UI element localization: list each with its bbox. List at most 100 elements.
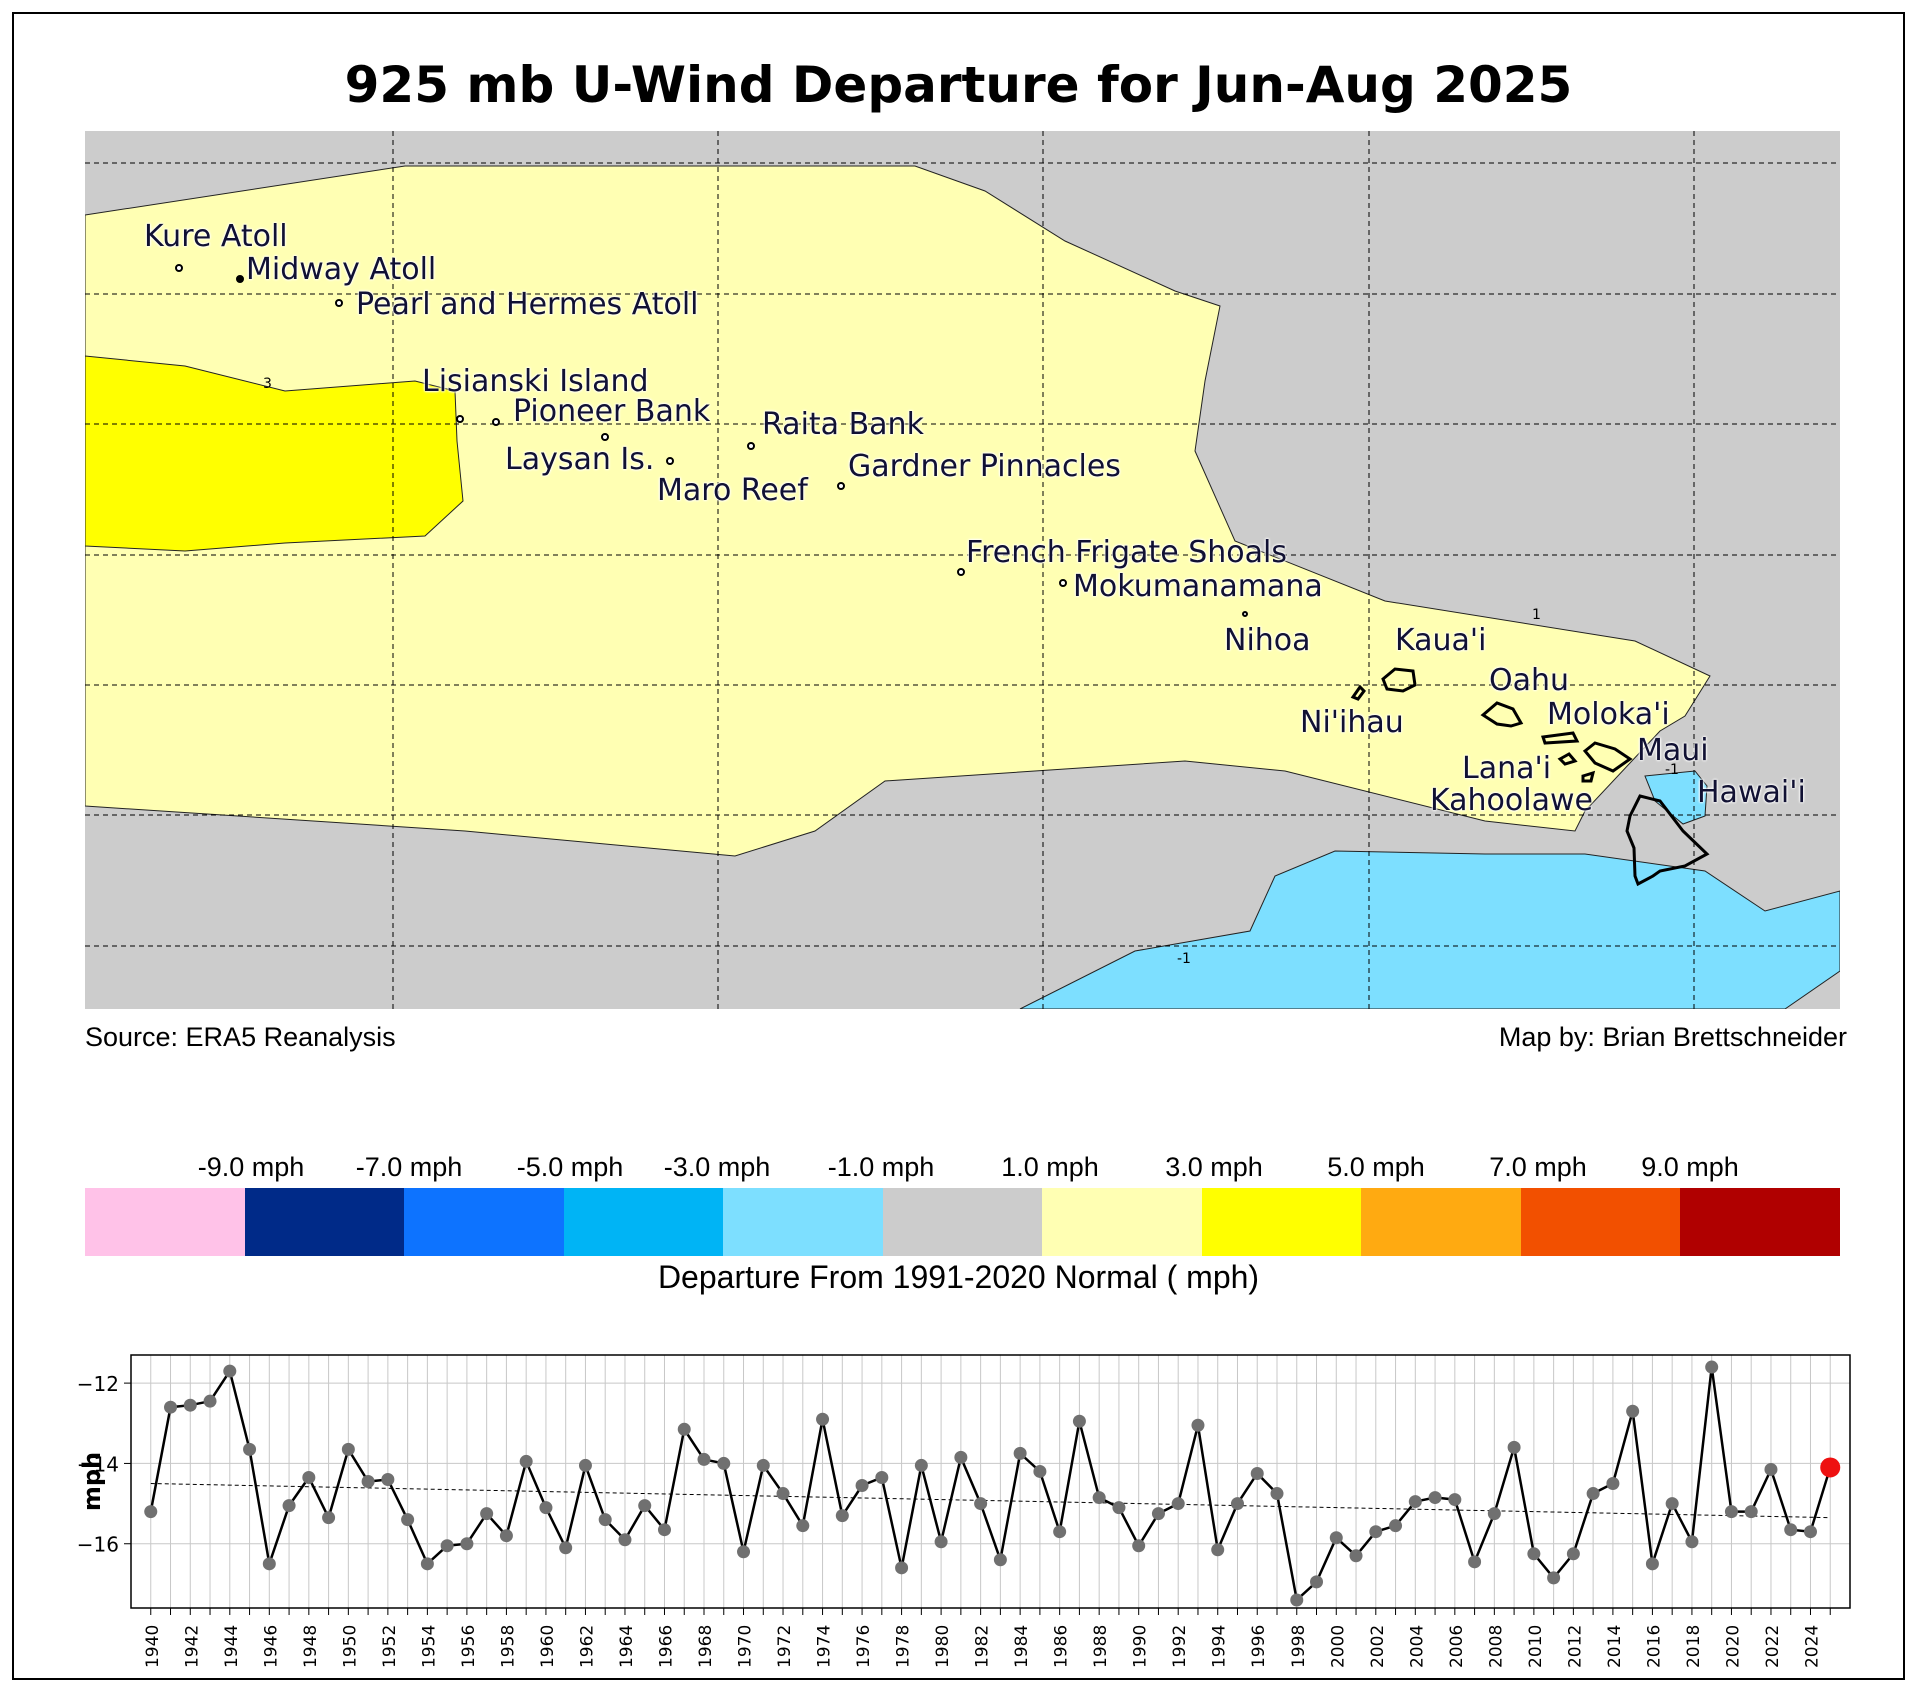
x-tick-label: 1952 [380,1625,400,1668]
colorbar [85,1188,1841,1256]
data-point [440,1539,454,1553]
x-tick-label: 1948 [301,1625,321,1668]
data-point [1151,1507,1165,1521]
x-tick-label: 1960 [538,1625,558,1668]
data-point [164,1400,178,1414]
data-point [1665,1497,1679,1511]
data-point [203,1394,217,1408]
colorbar-swatch [1520,1188,1681,1256]
maui-outline [1582,741,1633,773]
hawaii-outline [1625,794,1710,887]
data-point [1290,1593,1304,1607]
data-point [1547,1571,1561,1585]
trend-line [150,1483,1831,1519]
colorbar-tick: 7.0 mph [1489,1152,1587,1182]
colorbar-swatch [563,1188,724,1256]
x-tick-label: 1970 [736,1625,756,1668]
data-point [499,1529,513,1543]
x-tick-label: 1978 [894,1625,914,1668]
data-point [1724,1505,1738,1519]
x-tick-label: 1994 [1210,1625,1230,1668]
place-label-raita-bank: Raita Bank [762,407,924,442]
data-point [1586,1487,1600,1501]
region-light-blue-south [1019,850,1840,1009]
credit-note: Map by: Brian Brettschneider [1498,1022,1847,1052]
contour-label: -1 [1665,762,1679,778]
data-point [618,1533,632,1547]
place-label-mokumanamana: Mokumanamana [1073,569,1323,604]
data-point [1112,1501,1126,1515]
x-tick-label: 1976 [854,1625,874,1668]
data-point [598,1513,612,1527]
colorbar-swatch [404,1188,564,1256]
place-markers [175,264,1248,617]
place-label-hawaii: Hawai'i [1697,775,1806,810]
x-tick-label: 1950 [340,1625,360,1668]
y-tick-label: −12 [77,1372,119,1396]
x-tick-label: 2012 [1565,1625,1585,1668]
data-point [1507,1440,1521,1454]
data-point [1310,1575,1324,1589]
data-point [657,1523,671,1537]
data-point [262,1557,276,1571]
data-point [1329,1531,1343,1545]
place-label-oahu: Oahu [1489,663,1570,698]
region-yellow [85,355,464,552]
place-label-french-frigate: French Frigate Shoals [966,535,1287,570]
data-point [381,1472,395,1486]
contour-labels: 3 1 -1 -1 [263,376,1679,967]
data-point [697,1452,711,1466]
x-tick-label: 1958 [498,1625,518,1668]
data-point [401,1513,415,1527]
data-point [1369,1525,1383,1539]
data-point-highlight [1820,1457,1841,1478]
x-tick-label: 2002 [1368,1625,1388,1668]
x-tick-label: 2000 [1328,1625,1348,1668]
data-point [519,1454,533,1468]
figure-frame [12,12,1905,1680]
place-label-gardner: Gardner Pinnacles [848,449,1121,484]
x-tick-label: 1954 [419,1625,439,1668]
data-point [1527,1547,1541,1561]
x-tick-label: 1998 [1289,1625,1309,1668]
data-point [934,1535,948,1549]
data-point [578,1458,592,1472]
colorbar-swatch [1201,1188,1362,1256]
y-tick-label: −16 [77,1533,119,1557]
place-label-midway-atoll: Midway Atoll [246,252,437,287]
data-point [1606,1477,1620,1491]
data-point [480,1507,494,1521]
data-point [1487,1507,1501,1521]
wind-departure-map: 3 1 -1 -1 [85,131,1840,1009]
oahu-outline [1480,701,1524,728]
x-tick-label: 1946 [261,1625,281,1668]
place-label-niihau: Ni'ihau [1300,705,1404,740]
x-tick-label: 2024 [1802,1625,1822,1668]
x-tick-label: 1986 [1052,1625,1072,1668]
colorbar-swatch [1680,1188,1841,1256]
x-tick-label: 1972 [775,1625,795,1668]
data-point [420,1557,434,1571]
data-point [1270,1487,1284,1501]
place-label-molokai: Moloka'i [1547,697,1670,732]
colorbar-tick: 1.0 mph [1001,1152,1099,1182]
x-tick-label: 1944 [222,1625,242,1668]
x-tick-label: 2008 [1486,1625,1506,1668]
place-label-pearl-hermes: Pearl and Hermes Atoll [356,287,699,322]
data-point [1428,1491,1442,1505]
kauai-outline [1381,667,1417,693]
data-point [341,1442,355,1456]
data-point [954,1450,968,1464]
place-label-kahoolawe: Kahoolawe [1430,783,1593,818]
data-point [1744,1505,1758,1519]
colorbar-tick: -3.0 mph [663,1152,771,1182]
x-tick-label: 1992 [1170,1625,1190,1668]
data-point [1033,1464,1047,1478]
data-point [1072,1414,1086,1428]
data-point [223,1364,237,1378]
contour-label: 1 [1532,607,1541,623]
place-label-pioneer-bank: Pioneer Bank [513,394,711,429]
contour-label: 3 [263,376,272,392]
data-point [302,1470,316,1484]
x-tick-label: 1964 [617,1625,637,1668]
